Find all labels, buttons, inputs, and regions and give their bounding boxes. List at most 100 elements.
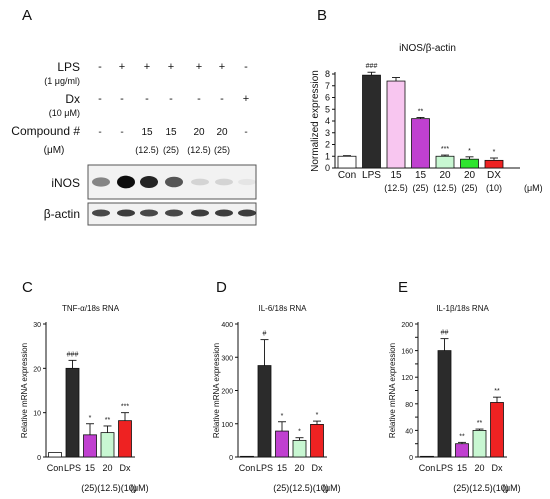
lps-row-label: LPS [57,60,80,74]
lps-sign-lane-6: + [219,61,225,73]
panel-b-bar-4 [411,118,430,169]
panel-e-bar-2 [437,350,452,458]
inos-band-lane-3 [140,176,158,188]
panel-e-bar-5 [490,402,504,458]
panel-b-ytick-label: 0 [325,163,330,173]
panel-d-letter: D [216,279,227,296]
panel-b-unit: (μM) [524,183,543,193]
panel-e-significance-2: ## [441,330,449,337]
panel-e-category-4: 20 [474,463,484,473]
panel-e-category-3: 15 [457,463,467,473]
panel-b-category-6: 20 [464,170,476,181]
compound-id-lane-6: 20 [216,127,228,138]
panel-b-title: iNOS/β-actin [399,43,456,54]
panel-d-significance-4: * [298,429,301,436]
compound-unit-label: (μM) [44,145,65,156]
panel-c-letter: C [22,279,33,296]
panel-b-ytick-label: 8 [325,69,330,79]
panel-d-ytick-label: 0 [229,455,233,462]
panel-b-dose-3: (12.5) [384,183,408,193]
panel-b-ytick-label: 5 [325,104,330,114]
panel-c-ytick-label: 10 [33,411,41,418]
panel-d-category-3: 15 [277,463,287,473]
panel-e-ytick-label: 120 [401,375,413,382]
actin-band-lane-1 [92,209,110,217]
compound-id-lane-5: 20 [193,127,205,138]
panel-d-ytick-label: 100 [221,422,233,429]
dx-row-sublabel: (10 μM) [49,108,80,118]
panel-b-bar-5 [435,155,455,169]
compound-dose-lane-5: (12.5) [187,145,211,155]
inos-band-lane-7 [238,178,256,186]
panel-b-ytick-label: 1 [325,151,330,161]
dx-sign-lane-4: - [169,93,173,105]
panel-c-bar-4 [100,432,115,458]
dx-sign-lane-2: - [120,93,124,105]
panel-b-ytick-label: 2 [325,140,330,150]
panel-b-dose-4: (25) [412,183,428,193]
lps-sign-lane-1: - [98,61,102,73]
panel-e-dose-text: (25)(12.5)(10) [453,483,509,493]
panel-e-letter: E [398,279,408,296]
panel-a: A LPS (1 μg/ml) Dx (10 μM) Compound # (μ… [11,7,257,226]
panel-c-bar-2 [65,367,80,458]
lps-sign-lane-7: - [244,61,248,73]
inos-band-lane-1 [92,177,110,187]
panel-d-unit: (μM) [322,483,341,493]
panel-c-significance-2: ### [67,351,79,358]
panel-e-ytick-label: 0 [409,455,413,462]
panel-e-category-2: LPS [436,463,453,473]
panel-b-ytick-label: 4 [325,116,330,126]
panel-e-ytick-label: 40 [405,428,413,435]
panel-c-bar-1 [48,452,62,458]
panel-c-bar-3 [83,434,97,458]
blot-bands [92,175,256,217]
dx-sign-lane-3: - [145,93,149,105]
panel-c-category-5: Dx [120,463,131,473]
panel-b-category-5: 20 [439,170,451,181]
panel-b-category-7: DX [487,170,501,181]
panel-d-significance-3: * [281,413,284,420]
panel-d-significance-5: * [316,412,319,419]
panel-d-category-1: Con [239,463,256,473]
panel-d-bar-5 [310,424,324,458]
compound-dose-lane-4: (25) [163,145,179,155]
panel-b-dose-5: (12.5) [433,183,457,193]
panel-b-bar-6 [460,158,479,169]
lps-row-sublabel: (1 μg/ml) [44,76,80,86]
panel-d-ytick-label: 400 [221,322,233,329]
panel-c-unit: (μM) [130,483,149,493]
dx-sign-lane-5: - [197,93,201,105]
panel-e-significance-4: ** [477,420,483,427]
dx-sign-lane-7: + [243,93,249,105]
dx-row-label: Dx [65,92,80,106]
panel-b-category-1: Con [338,170,356,181]
panel-d-category-4: 20 [294,463,304,473]
panel-c-bar-5 [118,420,132,458]
actin-band-lane-7 [238,209,256,217]
panel-e-significance-3: ** [459,433,465,440]
panel-e-category-1: Con [419,463,436,473]
panel-a-letter: A [22,7,32,24]
panel-e-bar-1 [420,455,434,458]
panel-d-bar-4 [292,439,307,458]
inos-band-lane-4 [165,176,183,188]
panel-b-ytick-label: 3 [325,128,330,138]
panel-c-category-3: 15 [85,463,95,473]
panel-b-ytick-label: 6 [325,93,330,103]
actin-band-lane-3 [140,209,158,217]
panel-c-ytick-label: 30 [33,322,41,329]
panel-b-bar-7 [484,159,504,169]
panel-c-significance-3: * [89,415,92,422]
panel-d-category-5: Dx [312,463,323,473]
panel-e-unit: (μM) [502,483,521,493]
panel-b-significance-4: ** [418,108,424,115]
panel-e-chart: E IL-1β/18s RNA Relative mRNA expression 0 4… [388,279,521,493]
actin-band-lane-2 [117,209,135,217]
panel-b-category-2: LPS [362,170,381,181]
panel-b-dose-6: (25) [461,183,477,193]
panel-e-ytick-label: 200 [401,322,413,329]
inos-band-lane-2 [117,175,135,189]
